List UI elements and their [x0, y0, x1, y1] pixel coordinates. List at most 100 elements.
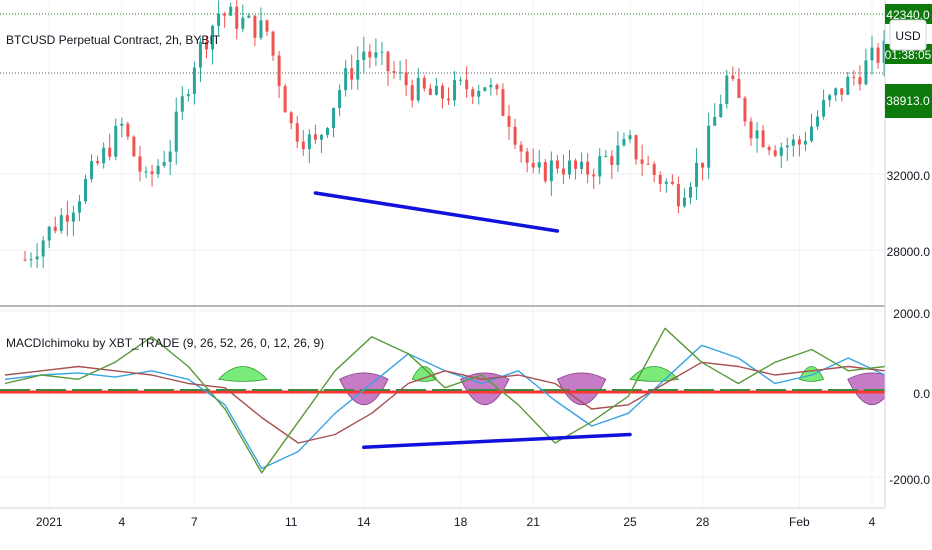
candle-body	[90, 161, 94, 179]
currency-button[interactable]	[889, 19, 927, 51]
candle-body	[761, 130, 765, 147]
candle-body	[428, 88, 432, 95]
candle-body	[319, 134, 323, 140]
candle-body	[658, 174, 662, 184]
price-pane[interactable]: BTCUSD Perpetual Contract, 2h, BYBIT	[0, 0, 898, 269]
candle-body	[561, 168, 565, 175]
candle-body	[846, 76, 850, 95]
candle-body	[410, 85, 414, 101]
indicator-pane[interactable]: MACDIchimoku by XBT_TRADE (9, 26, 52, 26…	[0, 327, 897, 474]
candle-body	[241, 17, 245, 29]
candle-body	[682, 197, 686, 207]
candle-body	[440, 85, 444, 99]
price-trendline[interactable]	[313, 191, 560, 233]
candle-body	[731, 75, 735, 79]
candle-body	[816, 116, 820, 127]
candle-body	[29, 259, 33, 261]
candle-body	[132, 136, 136, 157]
candle-body	[640, 159, 644, 164]
candle-body	[368, 51, 372, 58]
candle-body	[229, 6, 233, 16]
ichimoku-clouds	[217, 366, 897, 406]
candle-body	[543, 162, 547, 182]
candle-body	[168, 151, 172, 163]
candle-body	[616, 145, 620, 166]
candle-body	[235, 6, 239, 29]
x-tick-label: 18	[454, 515, 468, 529]
candle-body	[174, 111, 178, 152]
indicator-trendline[interactable]	[362, 432, 632, 449]
candle-body	[876, 47, 880, 63]
candle-body	[822, 100, 826, 117]
candle-body	[120, 123, 124, 126]
candle-body	[586, 161, 590, 175]
candle-body	[386, 51, 390, 72]
candle-body	[253, 15, 257, 38]
candle-body	[828, 95, 832, 101]
candle-body	[96, 161, 100, 164]
candle-body	[77, 201, 81, 213]
candle-body	[676, 183, 680, 207]
ichimoku-cloud-bear	[556, 372, 607, 406]
candle-body	[803, 141, 807, 145]
x-tick-label: 11	[285, 515, 298, 529]
candle-body	[217, 13, 221, 26]
candle-body	[289, 112, 293, 124]
candle-body	[398, 72, 402, 74]
candle-body	[71, 212, 75, 222]
candle-body	[259, 20, 263, 38]
candles-layer	[23, 0, 898, 269]
countdown-tag-text: 01:38:05	[885, 48, 932, 62]
time-axis[interactable]: 2021 4 7 11 14 18 21 25 28 Feb 4	[36, 515, 876, 529]
candle-body	[568, 160, 571, 175]
candle-body	[265, 20, 269, 32]
candle-body	[65, 215, 69, 222]
candle-body	[495, 84, 499, 90]
candle-body	[689, 186, 692, 198]
candle-body	[247, 15, 251, 18]
high-price-tag-text: 42340.0	[886, 8, 930, 22]
candle-body	[785, 145, 789, 148]
candle-body	[362, 51, 366, 61]
candle-body	[719, 104, 723, 118]
candle-body	[223, 13, 227, 16]
candle-body	[53, 226, 57, 231]
macd-lines	[4, 327, 886, 474]
indicator-tick-label: 0.0	[913, 387, 930, 401]
price-tick-label: 28000.0	[887, 245, 931, 259]
candle-body	[791, 139, 795, 146]
candle-body	[767, 146, 771, 151]
candle-body	[634, 135, 638, 160]
candle-body	[622, 139, 626, 146]
candle-body	[531, 162, 535, 168]
candle-body	[592, 174, 596, 177]
candle-body	[664, 181, 668, 184]
candle-body	[404, 72, 408, 86]
candle-body	[810, 126, 813, 142]
candle-body	[580, 161, 584, 169]
price-tags: 42340.0 01:38:05 38913.0 USD	[885, 4, 932, 118]
candle-body	[338, 90, 342, 108]
candle-body	[670, 181, 674, 184]
x-tick-label: 28	[696, 515, 710, 529]
candle-body	[465, 79, 469, 90]
macd-line-green	[4, 327, 886, 474]
candle-body	[525, 151, 529, 163]
candle-body	[834, 88, 838, 96]
candle-body	[59, 215, 63, 231]
candle-body	[501, 89, 505, 116]
candle-body	[156, 165, 160, 175]
candle-body	[295, 123, 299, 142]
candle-body	[459, 79, 463, 81]
x-tick-label: Feb	[789, 515, 810, 529]
candle-body	[114, 125, 118, 157]
candle-body	[180, 96, 184, 112]
candle-body	[701, 162, 705, 168]
currency-label: USD	[895, 29, 921, 43]
x-tick-label: 25	[623, 515, 637, 529]
candle-body	[483, 87, 487, 91]
candle-body	[186, 94, 190, 97]
price-tick-label: 32000.0	[887, 169, 931, 183]
